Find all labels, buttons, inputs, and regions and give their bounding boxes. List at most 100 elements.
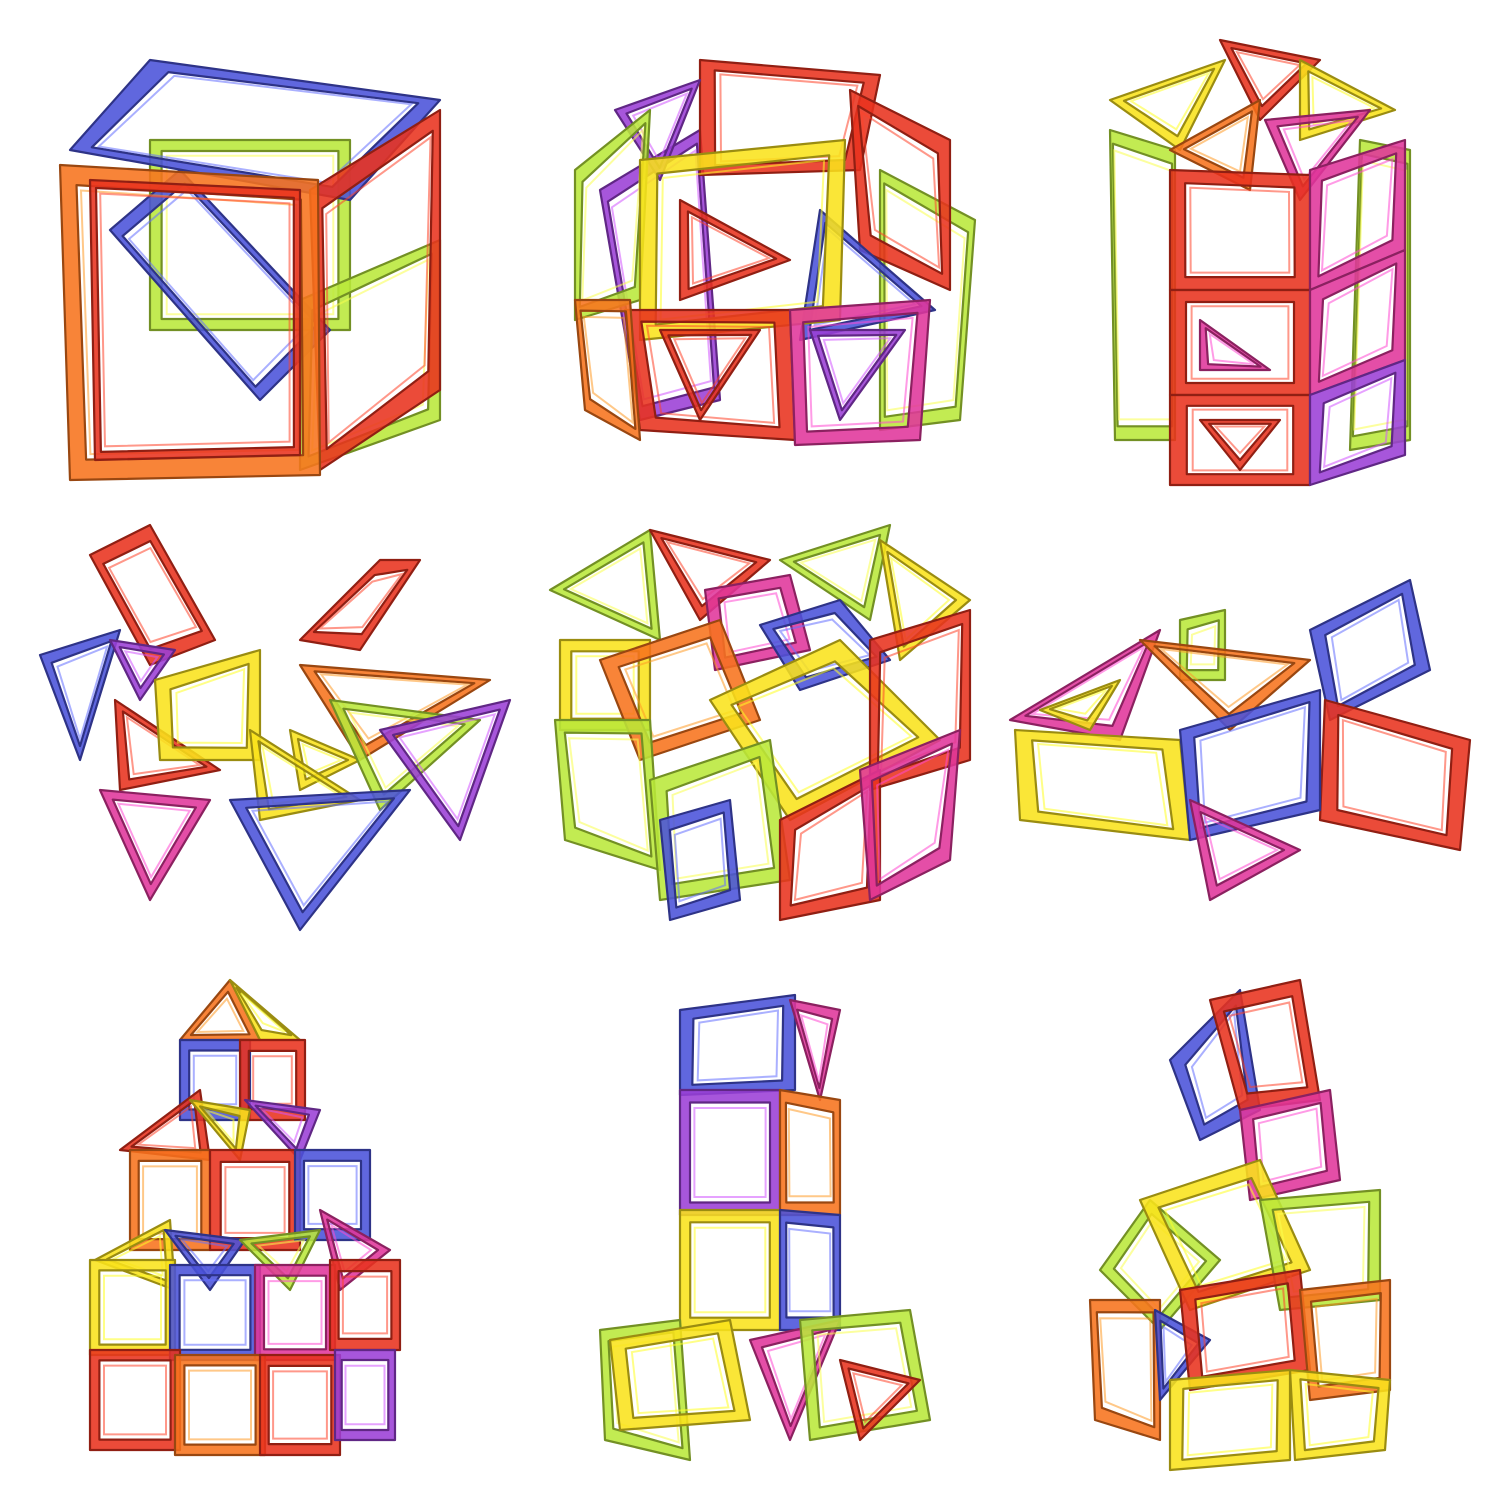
square-piece bbox=[1168, 1368, 1292, 1472]
piece-highlight bbox=[123, 649, 160, 683]
triangle-piece bbox=[243, 1098, 322, 1162]
piece-highlight bbox=[1282, 119, 1355, 182]
square-piece bbox=[88, 523, 217, 667]
piece-highlight bbox=[696, 1009, 780, 1082]
triangle-piece bbox=[1198, 418, 1282, 472]
piece-highlight bbox=[301, 742, 344, 775]
square-piece bbox=[858, 728, 962, 902]
piece-highlight bbox=[1304, 1382, 1374, 1447]
square-piece bbox=[298, 558, 422, 652]
piece-highlight bbox=[1128, 71, 1211, 131]
piece-highlight bbox=[341, 1275, 389, 1335]
square-piece bbox=[1208, 978, 1322, 1112]
square-piece bbox=[678, 1208, 782, 1332]
piece-highlight bbox=[1113, 149, 1172, 421]
piece-highlight bbox=[1235, 50, 1302, 101]
square-piece bbox=[798, 1308, 932, 1442]
piece-highlight bbox=[1163, 1183, 1287, 1287]
square-piece bbox=[333, 1348, 397, 1442]
piece-highlight bbox=[798, 538, 877, 603]
piece-highlight bbox=[1189, 624, 1217, 666]
square-piece bbox=[608, 1318, 752, 1432]
fish-model bbox=[1008, 578, 1472, 902]
piece-highlight bbox=[793, 789, 869, 902]
piece-highlight bbox=[1208, 331, 1255, 366]
square-piece bbox=[1318, 698, 1472, 852]
triangle-piece bbox=[1218, 38, 1322, 122]
piece-highlight bbox=[188, 1369, 252, 1441]
piece-highlight bbox=[267, 1280, 323, 1345]
leaning-house-model bbox=[1088, 978, 1392, 1472]
triangle-piece bbox=[1298, 58, 1397, 142]
triangle-piece bbox=[788, 998, 842, 1102]
piece-highlight bbox=[250, 800, 391, 908]
piece-highlight bbox=[397, 712, 497, 822]
square-piece bbox=[678, 993, 797, 1097]
triangle-piece bbox=[838, 1358, 922, 1442]
square-piece bbox=[1168, 393, 1312, 487]
triangle-piece bbox=[1038, 678, 1122, 732]
piece-highlight bbox=[673, 817, 727, 903]
square-piece bbox=[328, 1258, 402, 1352]
triangle-piece bbox=[1188, 798, 1302, 902]
triangle-piece bbox=[228, 788, 412, 932]
triangle-piece bbox=[328, 698, 482, 812]
piece-highlight bbox=[889, 555, 951, 642]
piece-highlight bbox=[56, 644, 109, 743]
piece-highlight bbox=[1330, 598, 1410, 702]
square-piece bbox=[848, 88, 952, 292]
piece-highlight bbox=[1119, 1219, 1201, 1311]
piece-highlight bbox=[325, 135, 432, 445]
piece-highlight bbox=[582, 315, 634, 425]
triangle-piece bbox=[98, 788, 212, 902]
piece-highlight bbox=[885, 188, 966, 412]
triangle-piece bbox=[808, 328, 907, 422]
piece-highlight bbox=[787, 1107, 832, 1198]
piece-highlight bbox=[630, 1337, 730, 1415]
piece-highlight bbox=[1320, 157, 1394, 273]
piece-highlight bbox=[736, 667, 913, 794]
piece-highlight bbox=[272, 1370, 328, 1440]
piece-highlight bbox=[788, 1227, 832, 1313]
piece-highlight bbox=[317, 572, 405, 630]
piece-highlight bbox=[195, 996, 245, 1034]
triangle-piece bbox=[1198, 318, 1272, 372]
piece-highlight bbox=[693, 1107, 767, 1198]
piece-highlight bbox=[1099, 1317, 1153, 1423]
piece-highlight bbox=[1036, 742, 1169, 827]
triangle-piece bbox=[548, 528, 662, 642]
piece-highlight bbox=[252, 1055, 293, 1105]
tower-prism-model bbox=[1108, 38, 1412, 487]
square-piece bbox=[1178, 608, 1227, 682]
piece-highlight bbox=[258, 1107, 304, 1144]
square-piece bbox=[553, 718, 662, 872]
piece-highlight bbox=[723, 592, 791, 654]
triangle-piece bbox=[778, 523, 892, 622]
piece-highlight bbox=[1341, 718, 1447, 832]
square-piece bbox=[1308, 358, 1407, 487]
piece-highlight bbox=[816, 1327, 913, 1423]
piece-highlight bbox=[179, 1237, 229, 1273]
piece-highlight bbox=[192, 1054, 238, 1106]
square-piece bbox=[88, 178, 302, 462]
piece-highlight bbox=[822, 337, 893, 406]
piece-highlight bbox=[860, 110, 941, 270]
square-piece bbox=[88, 1348, 182, 1452]
piece-highlight bbox=[183, 1279, 247, 1346]
square-piece bbox=[788, 298, 932, 447]
triangle-piece bbox=[1138, 638, 1312, 732]
piece-highlight bbox=[99, 192, 291, 448]
rocket-tower-model bbox=[598, 993, 932, 1462]
square-piece bbox=[778, 768, 882, 922]
piece-highlight bbox=[568, 546, 649, 625]
piece-highlight bbox=[665, 540, 752, 601]
piece-highlight bbox=[1158, 647, 1291, 709]
square-piece bbox=[1288, 1368, 1392, 1462]
piece-highlight bbox=[1314, 1297, 1378, 1382]
piece-highlight bbox=[1322, 376, 1393, 469]
square-piece bbox=[1108, 128, 1177, 442]
piece-highlight bbox=[645, 324, 776, 424]
piece-highlight bbox=[1162, 1325, 1194, 1385]
piece-highlight bbox=[807, 316, 914, 428]
square-piece bbox=[1138, 1158, 1312, 1312]
